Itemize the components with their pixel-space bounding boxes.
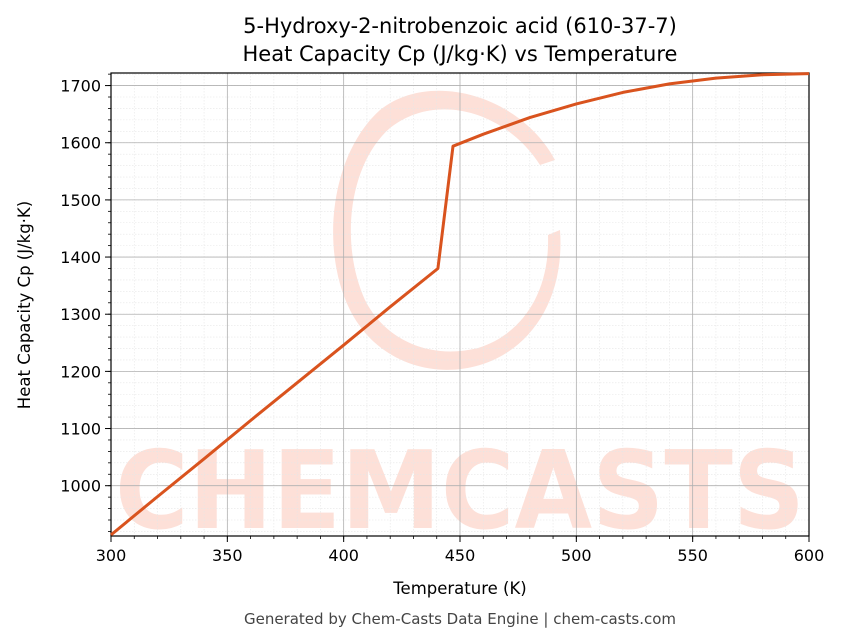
y-tick-label: 1200: [60, 362, 101, 381]
y-tick-label: 1400: [60, 248, 101, 267]
chart-title-line2: Heat Capacity Cp (J/kg·K) vs Temperature: [243, 42, 678, 66]
y-tick-label: 1300: [60, 305, 101, 324]
y-tick-label: 1600: [60, 134, 101, 153]
y-tick-label: 1500: [60, 191, 101, 210]
y-tick-label: 1700: [60, 77, 101, 96]
x-tick-label: 350: [212, 546, 243, 565]
y-tick-label: 1000: [60, 477, 101, 496]
x-tick-label: 550: [677, 546, 708, 565]
axis-ticks: [105, 73, 810, 542]
x-tick-labels: 300 350 400 450 500 550 600: [96, 546, 825, 565]
y-tick-label: 1100: [60, 420, 101, 439]
series-line-cp: [110, 72, 810, 537]
chart-title-line1: 5-Hydroxy-2-nitrobenzoic acid (610-37-7): [243, 14, 677, 38]
footer-credit: Generated by Chem-Casts Data Engine | ch…: [244, 610, 676, 628]
x-axis-label: Temperature (K): [392, 579, 526, 598]
x-tick-label: 450: [445, 546, 476, 565]
y-axis-label: Heat Capacity Cp (J/kg·K): [15, 201, 34, 409]
x-tick-label: 300: [96, 546, 127, 565]
y-tick-labels: 1000 1100 1200 1300 1400 1500 1600 1700: [60, 77, 101, 496]
x-tick-label: 600: [794, 546, 825, 565]
x-tick-label: 500: [561, 546, 592, 565]
x-tick-label: 400: [328, 546, 359, 565]
